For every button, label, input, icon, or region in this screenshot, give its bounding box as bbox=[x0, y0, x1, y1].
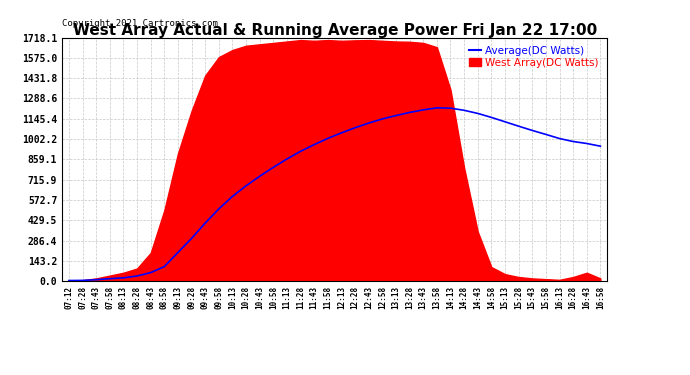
Title: West Array Actual & Running Average Power Fri Jan 22 17:00: West Array Actual & Running Average Powe… bbox=[72, 22, 597, 38]
Legend: Average(DC Watts), West Array(DC Watts): Average(DC Watts), West Array(DC Watts) bbox=[466, 43, 602, 71]
Text: Copyright 2021 Cartronics.com: Copyright 2021 Cartronics.com bbox=[62, 19, 218, 28]
